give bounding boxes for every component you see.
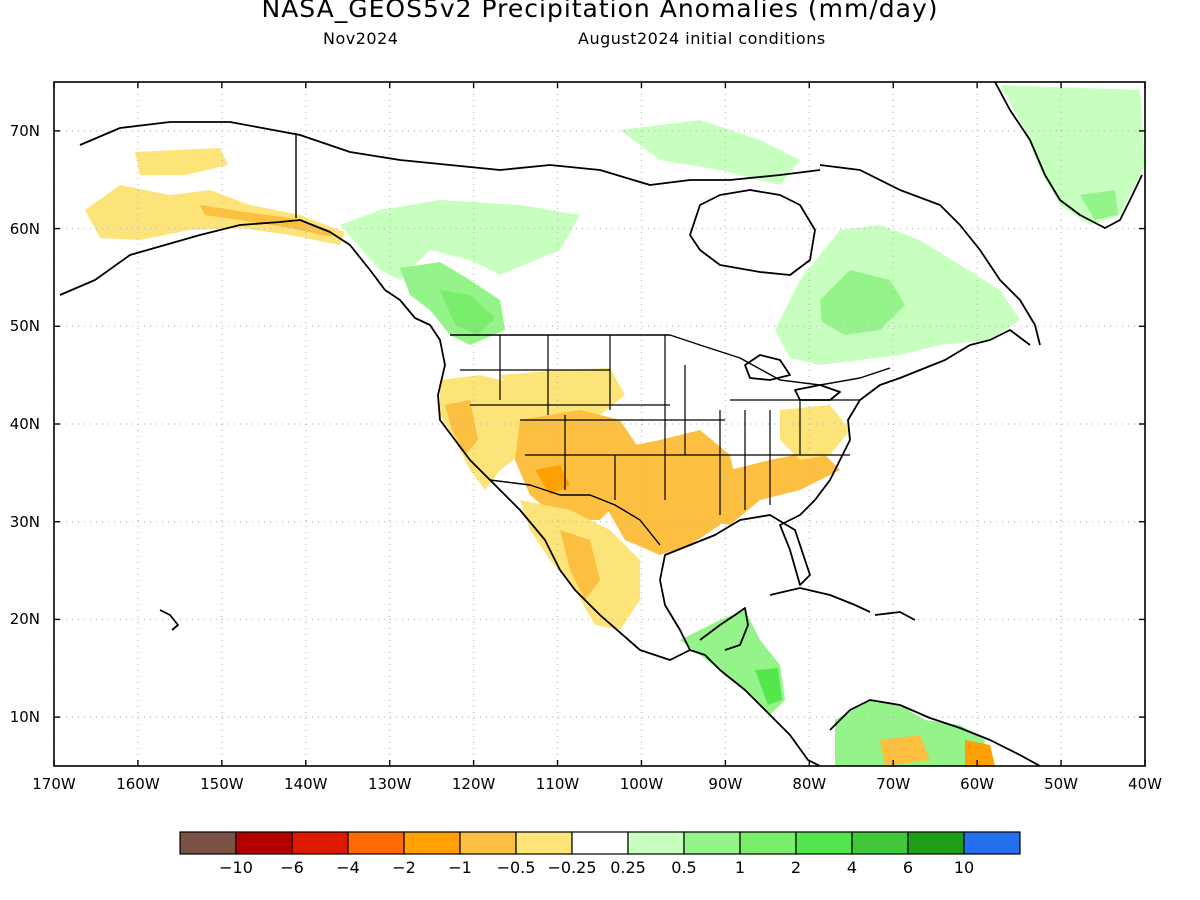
anomaly-region-mexico-core bbox=[560, 530, 600, 600]
lon-label: 140W bbox=[284, 775, 328, 793]
anomaly-region-greenland-wet bbox=[1080, 190, 1118, 220]
anomaly-region-southwest-core bbox=[535, 465, 570, 495]
us-state-lines bbox=[460, 335, 860, 515]
coastline-hudson-bay bbox=[689, 189, 816, 276]
gridlines bbox=[54, 82, 1145, 766]
map-title: NASA_GEOS5v2 Precipitation Anomalies (mm… bbox=[261, 0, 939, 23]
lat-label: 10N bbox=[9, 708, 40, 727]
anomaly-field bbox=[85, 85, 1145, 766]
colorbar-swatch bbox=[907, 831, 965, 855]
forecast-month: Nov2024 bbox=[323, 29, 399, 48]
colorbar-label: 10 bbox=[953, 858, 975, 877]
us-mexico-border bbox=[489, 479, 661, 546]
anomaly-region-arctic bbox=[620, 120, 800, 185]
anomaly-region-bc-coast bbox=[340, 200, 580, 280]
colorbar-swatch bbox=[235, 831, 293, 855]
us-canada-border bbox=[450, 334, 891, 386]
lon-label: 60W bbox=[960, 775, 995, 793]
anomaly-region-guyana-dry bbox=[965, 740, 995, 766]
anomaly-region-nicaragua bbox=[755, 668, 782, 705]
anomaly-region-texas bbox=[605, 430, 740, 555]
lon-label: 150W bbox=[200, 775, 244, 793]
coastline-hispaniola bbox=[874, 611, 916, 621]
lon-label: 80W bbox=[792, 775, 827, 793]
anomaly-region-venezuela-dry bbox=[880, 735, 930, 766]
colorbar-swatch bbox=[963, 831, 1021, 855]
coastline-arctic bbox=[79, 121, 821, 186]
anomaly-region-alaska bbox=[135, 148, 228, 175]
colorbar-label: −4 bbox=[336, 858, 360, 877]
coastline-south-america bbox=[829, 699, 1041, 766]
anomaly-region-carolinas bbox=[780, 405, 850, 460]
axis-ticks bbox=[53, 82, 1146, 766]
lon-label: 160W bbox=[116, 775, 160, 793]
lat-label: 70N bbox=[9, 121, 40, 140]
lon-label: 50W bbox=[1044, 775, 1079, 793]
lat-label: 30N bbox=[9, 512, 40, 531]
colorbar-label: 4 bbox=[846, 858, 858, 877]
colorbar-swatch bbox=[179, 831, 237, 855]
coastline-hawaii bbox=[159, 609, 179, 631]
lat-label: 40N bbox=[9, 415, 40, 433]
anomaly-region-alaska-coast-orange bbox=[200, 205, 332, 237]
lat-label: 20N bbox=[9, 610, 40, 629]
coastline-labrador bbox=[819, 164, 1041, 346]
colorbar-swatch bbox=[683, 831, 741, 855]
lon-label: 130W bbox=[367, 775, 412, 793]
coastline-north-america bbox=[59, 219, 821, 766]
colorbar-label: 6 bbox=[902, 858, 914, 877]
colorbar-label: 1 bbox=[734, 858, 746, 877]
anomaly-region-greenland bbox=[1000, 85, 1145, 225]
lon-label: 100W bbox=[619, 775, 664, 793]
colorbar-label: −2 bbox=[392, 858, 416, 877]
colorbar-swatch bbox=[515, 831, 573, 855]
lon-label: 40W bbox=[1128, 775, 1162, 793]
colorbar-label: 0.5 bbox=[671, 858, 697, 877]
colorbar-swatch bbox=[627, 831, 685, 855]
anomaly-region-pnw-core bbox=[440, 290, 495, 335]
colorbar-label: −1 bbox=[448, 858, 472, 877]
colorbar-swatch bbox=[571, 831, 629, 855]
colorbar-label: −0.5 bbox=[496, 858, 536, 877]
lon-label: 110W bbox=[535, 775, 580, 793]
anomaly-region-california-core bbox=[445, 400, 478, 455]
initial-conditions: August2024 initial conditions bbox=[578, 29, 826, 48]
colorbar-label: −10 bbox=[219, 858, 253, 877]
colorbar-swatch bbox=[851, 831, 909, 855]
anomaly-region-gulf-states bbox=[690, 450, 840, 525]
lat-label: 50N bbox=[9, 317, 40, 336]
colorbar-swatch bbox=[291, 831, 349, 855]
lon-label: 170W bbox=[32, 775, 76, 793]
coastline-gulf bbox=[659, 329, 1031, 651]
colorbar-swatch bbox=[347, 831, 405, 855]
anomaly-region-quebec-wet bbox=[820, 270, 905, 335]
coastline-great-lakes bbox=[744, 354, 841, 401]
colorbar-swatch bbox=[459, 831, 517, 855]
coastlines bbox=[59, 82, 1143, 766]
colorbar-label: 2 bbox=[790, 858, 802, 877]
colorbar-label: −6 bbox=[280, 858, 304, 877]
colorbar-swatch bbox=[795, 831, 853, 855]
colorbar-swatch bbox=[739, 831, 797, 855]
coastline-cuba bbox=[769, 587, 871, 613]
colorbar-label: 0.25 bbox=[610, 858, 646, 877]
lon-label: 90W bbox=[708, 775, 743, 793]
colorbar-label: −0.25 bbox=[547, 858, 597, 877]
anomaly-region-colombia bbox=[835, 700, 985, 766]
lon-label: 120W bbox=[451, 775, 496, 793]
colorbar-swatch bbox=[403, 831, 461, 855]
coastline-yucatan bbox=[699, 607, 749, 651]
anomaly-region-rockies bbox=[500, 368, 625, 420]
lon-label: 70W bbox=[876, 775, 911, 793]
colorbar bbox=[179, 831, 1021, 855]
lat-label: 60N bbox=[9, 219, 40, 238]
coastline-greenland bbox=[994, 82, 1143, 229]
